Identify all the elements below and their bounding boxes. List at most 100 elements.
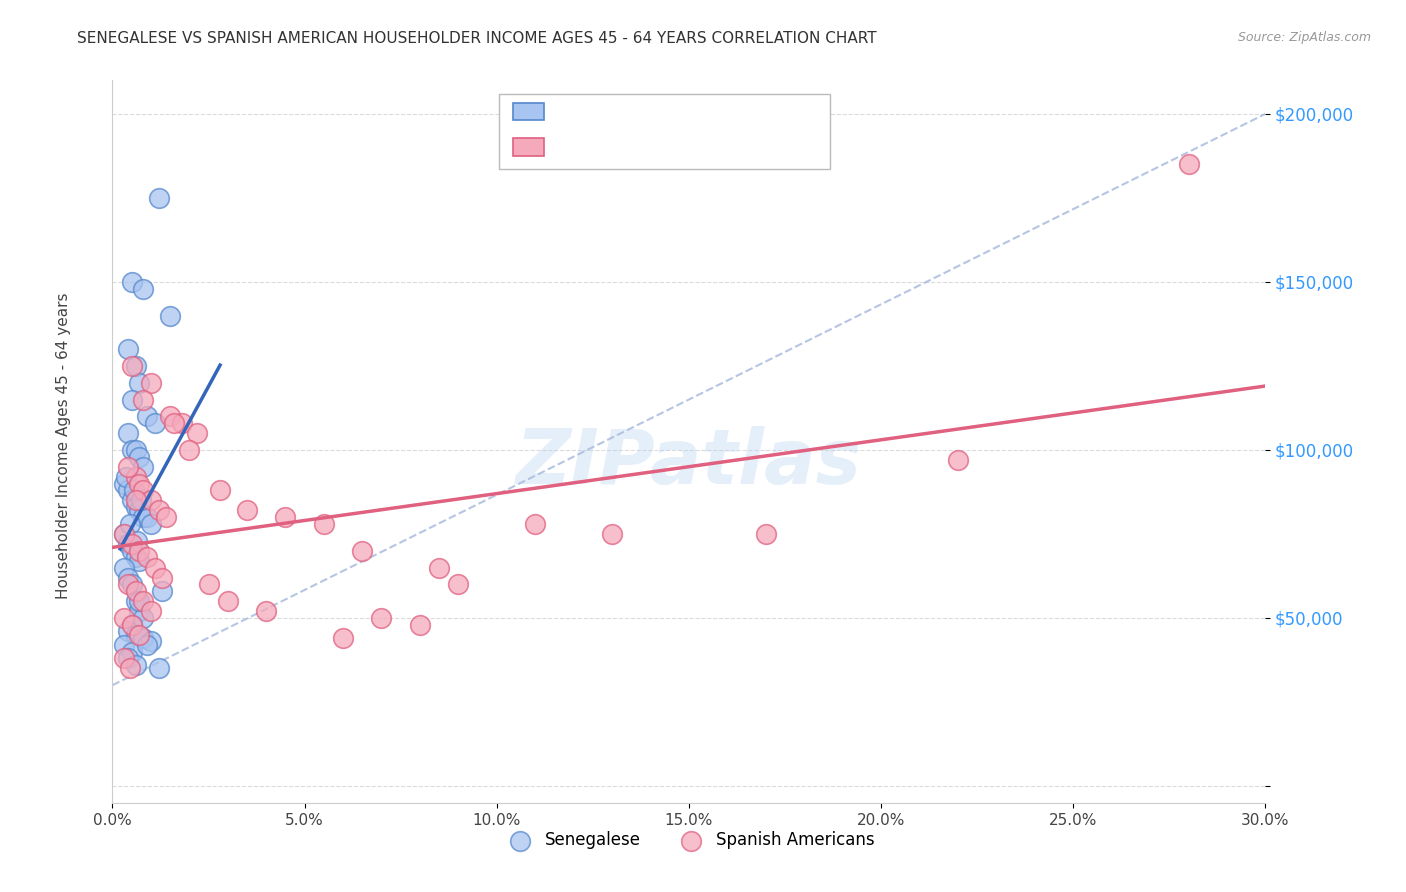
Text: 49: 49	[700, 136, 725, 154]
Point	[128, 503, 150, 517]
Text: SENEGALESE VS SPANISH AMERICAN HOUSEHOLDER INCOME AGES 45 - 64 YEARS CORRELATION: SENEGALESE VS SPANISH AMERICAN HOUSEHOLD…	[77, 31, 877, 46]
Point	[112, 611, 135, 625]
Point	[186, 426, 208, 441]
Point	[121, 493, 143, 508]
Point	[163, 416, 186, 430]
Point	[122, 483, 145, 498]
Point	[124, 550, 146, 565]
Point	[600, 527, 623, 541]
Point	[148, 191, 170, 205]
Point	[524, 516, 547, 531]
Point	[121, 275, 143, 289]
Point	[159, 309, 181, 323]
Point	[112, 651, 135, 665]
Point	[117, 426, 139, 441]
Point	[132, 611, 155, 625]
Point	[124, 658, 146, 673]
Point	[274, 510, 297, 524]
Point	[143, 416, 166, 430]
Point	[132, 631, 155, 645]
Point	[117, 571, 139, 585]
Point	[136, 510, 159, 524]
Point	[143, 560, 166, 574]
Point	[139, 604, 162, 618]
Text: R =: R =	[555, 101, 595, 119]
Point	[370, 611, 392, 625]
Point	[121, 644, 143, 658]
Point	[112, 527, 135, 541]
Point	[117, 459, 139, 474]
Point	[128, 543, 150, 558]
Point	[139, 634, 162, 648]
Point	[148, 661, 170, 675]
Text: N =: N =	[651, 101, 703, 119]
Point	[128, 604, 150, 618]
Point	[117, 342, 139, 356]
Point	[132, 282, 155, 296]
Point	[128, 476, 150, 491]
Point	[155, 510, 177, 524]
Point	[132, 459, 155, 474]
Point	[132, 392, 155, 407]
Point	[128, 376, 150, 390]
Point	[112, 638, 135, 652]
Point	[409, 617, 432, 632]
Text: 0.178: 0.178	[583, 101, 641, 119]
Point	[124, 442, 146, 457]
Point	[112, 527, 135, 541]
Point	[312, 516, 335, 531]
Point	[170, 416, 193, 430]
Point	[117, 577, 139, 591]
Point	[148, 503, 170, 517]
Point	[447, 577, 470, 591]
Point	[124, 470, 146, 484]
Point	[254, 604, 277, 618]
Point	[352, 543, 374, 558]
Text: 52: 52	[700, 101, 725, 119]
Point	[121, 392, 143, 407]
Point	[427, 560, 450, 574]
Point	[112, 476, 135, 491]
Point	[112, 560, 135, 574]
Point	[136, 550, 159, 565]
Text: Source: ZipAtlas.com: Source: ZipAtlas.com	[1237, 31, 1371, 45]
Point	[127, 533, 149, 548]
Point	[139, 516, 162, 531]
Text: N =: N =	[651, 136, 703, 154]
Text: ZIPatlas: ZIPatlas	[516, 426, 862, 500]
Point	[128, 628, 150, 642]
Text: R =: R =	[555, 136, 595, 154]
Point	[121, 442, 143, 457]
Point	[946, 453, 969, 467]
Point	[124, 584, 146, 599]
Point	[139, 493, 162, 508]
Point	[152, 584, 174, 599]
Point	[132, 483, 155, 498]
Point	[121, 617, 143, 632]
Point	[129, 493, 153, 508]
Point	[121, 537, 143, 551]
Point	[132, 510, 155, 524]
Point	[124, 359, 146, 373]
Point	[121, 617, 143, 632]
Point	[136, 638, 159, 652]
Text: Householder Income Ages 45 - 64 years: Householder Income Ages 45 - 64 years	[56, 293, 70, 599]
Point	[128, 554, 150, 568]
Point	[179, 442, 201, 457]
Point	[124, 628, 146, 642]
Point	[124, 500, 146, 514]
Point	[236, 503, 259, 517]
Legend: Senegalese, Spanish Americans: Senegalese, Spanish Americans	[496, 824, 882, 856]
Point	[117, 624, 139, 639]
Point	[332, 631, 354, 645]
Point	[755, 527, 778, 541]
Point	[217, 594, 239, 608]
Point	[139, 376, 162, 390]
Point	[124, 594, 146, 608]
Point	[132, 594, 155, 608]
Point	[118, 516, 141, 531]
Point	[121, 359, 143, 373]
Point	[1177, 157, 1199, 171]
Point	[209, 483, 232, 498]
Point	[152, 571, 174, 585]
